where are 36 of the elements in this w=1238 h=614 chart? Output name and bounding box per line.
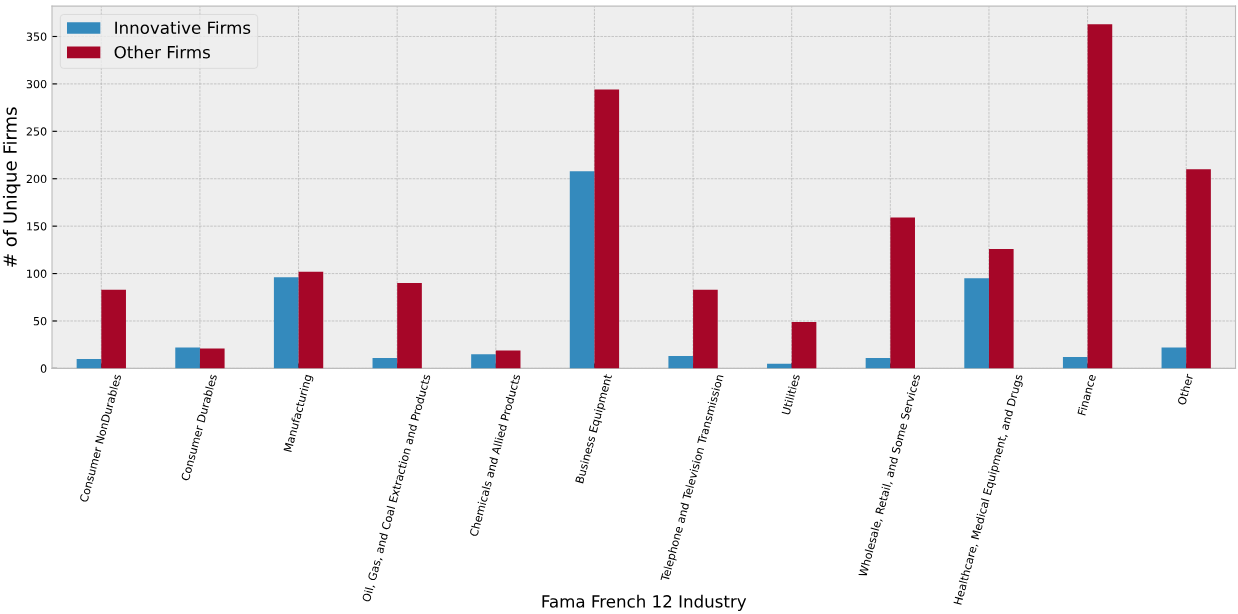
x-axis-title: Fama French 12 Industry <box>542 594 747 611</box>
bar <box>890 217 915 369</box>
bar <box>1161 347 1187 369</box>
y-tick-label: 150 <box>27 222 47 231</box>
x-tick-label: Other <box>1177 373 1194 406</box>
bar <box>988 248 1014 369</box>
bar <box>175 347 200 369</box>
bar <box>495 350 521 369</box>
legend-label: Other Firms <box>114 45 210 59</box>
bar <box>372 357 398 369</box>
bar <box>101 289 126 369</box>
bar <box>76 358 102 369</box>
y-tick-label: 350 <box>26 32 47 41</box>
legend-label: Innovative Firms <box>115 21 251 35</box>
y-tick-label: 200 <box>26 174 47 184</box>
y-tick-label: 50 <box>33 316 47 326</box>
bar <box>569 171 595 369</box>
y-tick-label: 300 <box>26 79 47 89</box>
bar <box>1062 357 1088 369</box>
bar <box>1087 24 1113 369</box>
bar <box>199 348 225 369</box>
bar <box>1186 169 1211 369</box>
bar <box>668 356 694 369</box>
bar <box>791 321 817 369</box>
y-axis-title: # of Unique Firms <box>2 107 21 267</box>
y-tick-label: 100 <box>27 269 47 278</box>
bar <box>693 289 718 369</box>
bar <box>865 357 891 369</box>
bar <box>471 354 496 369</box>
bar <box>273 277 299 369</box>
bar <box>397 283 422 369</box>
bar <box>964 278 989 369</box>
y-tick-label: 0 <box>40 364 47 373</box>
bar <box>298 271 324 369</box>
bar <box>594 89 620 369</box>
y-tick-label: 250 <box>26 127 47 136</box>
